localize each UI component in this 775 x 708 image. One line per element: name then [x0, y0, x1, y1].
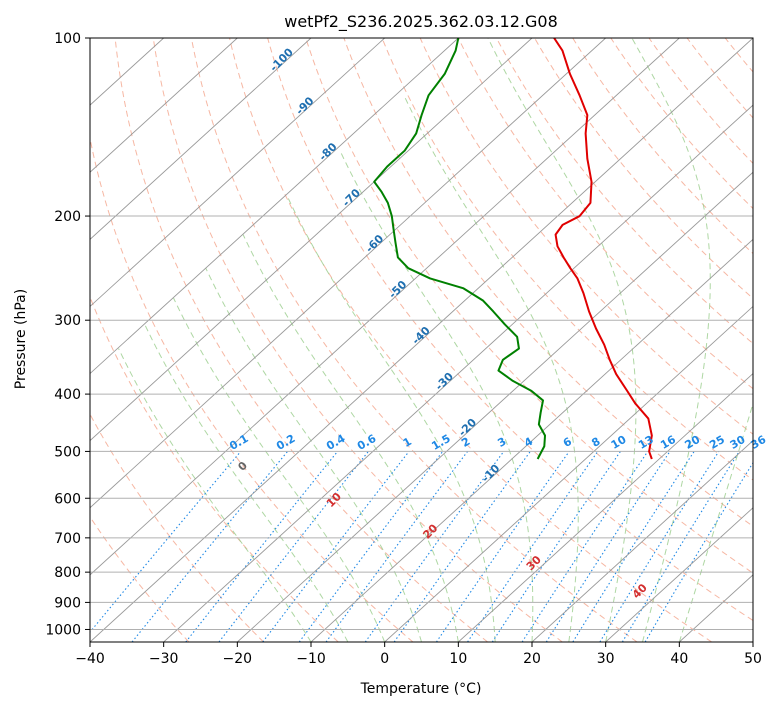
isotherm-line [90, 38, 238, 173]
mixing-ratio-line [621, 451, 740, 642]
dry-adiabat-line [190, 38, 638, 642]
mixing-ratio-line [364, 451, 505, 642]
isotherm-line [90, 38, 753, 642]
mixing-ratio-line [298, 451, 444, 642]
isotherm-line [163, 104, 753, 642]
isotherm-line [458, 372, 753, 642]
axis-layer: −40 −30 −20 −10 0 10 20 30 40 50 1000 900 800 700 600 5… [45, 31, 762, 667]
isotherm-line [752, 641, 753, 642]
plot-frame [89, 37, 754, 643]
y-tick-label: 800 [54, 565, 81, 581]
y-tick-label: 400 [54, 387, 81, 403]
moist-adiabat-line [205, 267, 422, 642]
y-tick-label: 900 [54, 595, 81, 611]
y-tick-label: 300 [54, 313, 81, 329]
mixing-ratio-line [521, 451, 649, 642]
isotherm-line [531, 440, 753, 642]
isotherm-line [90, 38, 680, 576]
mixing-ratio-line [325, 451, 468, 642]
mixing-ratio-line [90, 451, 242, 633]
dry-adiabat-line [648, 38, 753, 165]
y-tick-label: 500 [54, 444, 81, 460]
moist-adiabat-line [172, 297, 386, 642]
moist-adiabat-line [487, 38, 637, 642]
mixing-ratio-line [467, 451, 599, 642]
isotherm-line [90, 38, 606, 509]
dry-adiabat-line [90, 135, 414, 642]
mixing-ratio-line [545, 451, 671, 642]
moist-adiabat-line [118, 348, 312, 642]
x-tick-label: −40 [75, 651, 105, 667]
mixing-ratio-line [131, 451, 289, 642]
temperature-line [553, 38, 653, 460]
dry-adiabat-line [267, 38, 753, 622]
x-tick-label: 30 [597, 651, 615, 667]
y-tick-label: 600 [54, 491, 81, 507]
dry-adiabat-line [419, 38, 753, 435]
isotherm-line [90, 38, 385, 308]
y-tick-label: 700 [54, 531, 81, 547]
moist-adiabat-line [678, 401, 753, 642]
y-tick-label: 100 [54, 31, 81, 47]
moist-adiabat-line [403, 95, 579, 642]
mixing-ratio-line [599, 451, 720, 642]
dry-adiabat-line [572, 38, 753, 255]
dry-adiabat-line [763, 38, 775, 642]
y-tick-label: 1000 [45, 622, 81, 638]
isotherm-line [90, 38, 312, 240]
moist-adiabat-line [631, 38, 711, 642]
dry-adiabat-line [90, 413, 264, 642]
y-tick-label: 200 [54, 209, 81, 225]
dry-adiabat-line [457, 38, 753, 390]
grid-layer [90, 38, 775, 642]
dry-adiabat-line [152, 38, 563, 642]
dewpoint-line [373, 38, 547, 460]
isotherm-line [605, 507, 753, 642]
dry-adiabat-line [229, 38, 713, 642]
series-layer [373, 38, 653, 460]
x-tick-label: 50 [744, 651, 762, 667]
moist-adiabat-line [144, 324, 349, 642]
isotherm-line [310, 238, 753, 642]
y-axis-title: Pressure (hPa) [13, 289, 29, 389]
isotherm-line [90, 38, 533, 442]
isotherm-line [237, 171, 753, 642]
mixing-ratio-line [185, 451, 338, 642]
x-axis-title: Temperature (°C) [360, 681, 482, 697]
isotherm-line [90, 38, 459, 375]
mixing-ratio-line [262, 451, 410, 642]
mixing-ratio-line [491, 451, 621, 642]
x-tick-label: 10 [449, 651, 467, 667]
dry-adiabat-line [381, 38, 753, 481]
x-tick-label: 0 [380, 651, 389, 667]
x-tick-label: 40 [670, 651, 688, 667]
x-tick-label: −20 [223, 651, 253, 667]
mixing-ratio-line [435, 451, 570, 642]
moist-adiabat-line [339, 150, 534, 642]
dry-adiabat-line [495, 38, 753, 345]
x-tick-label: 20 [523, 651, 541, 667]
x-tick-label: −30 [149, 651, 179, 667]
dry-adiabat-line [343, 38, 753, 527]
isotherm-line [384, 305, 753, 642]
chart-title: wetPf2_S236.2025.362.03.12.G08 [284, 12, 558, 32]
x-tick-label: −10 [296, 651, 326, 667]
dry-adiabat-line [305, 38, 753, 574]
